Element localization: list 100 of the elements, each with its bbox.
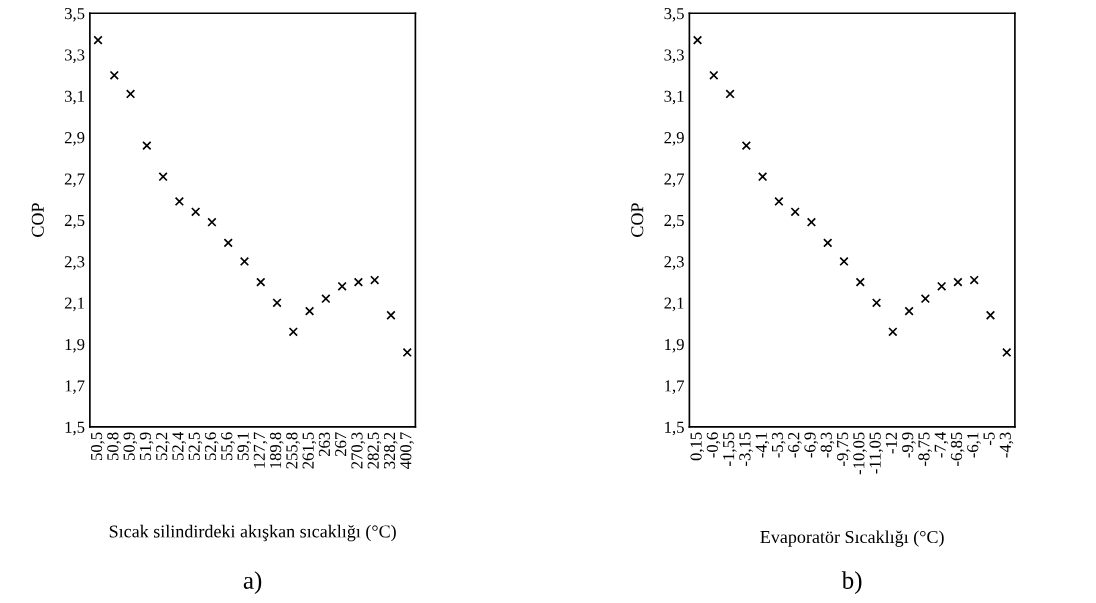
point <box>272 298 282 308</box>
x-tick-label: -6,2 <box>788 432 802 458</box>
y-tick-label: 1,9 <box>665 338 684 353</box>
x-tick-label: 189,8 <box>269 432 284 468</box>
x-axis-title: Evaporatör Sıcaklığı (°C) <box>760 530 944 547</box>
x-tick-label: -6,1 <box>967 432 981 458</box>
point <box>109 70 119 80</box>
point <box>839 256 849 267</box>
x-tick-label: 127,7 <box>253 432 268 468</box>
x-tick-label: -3,15 <box>739 432 753 466</box>
x-tick-label: 255,8 <box>286 432 300 469</box>
x-tick-label: 328,2 <box>383 432 398 469</box>
y-tick-label: 1,5 <box>65 421 85 436</box>
point <box>871 298 882 308</box>
y-tick-label: 2,9 <box>664 132 684 146</box>
x-tick-label: 52,2 <box>156 432 170 460</box>
x-tick-label: -4,3 <box>999 432 1014 458</box>
point <box>337 281 347 291</box>
point <box>855 277 865 287</box>
x-tick-label: 282,5 <box>367 432 382 469</box>
x-tick-label: -4,1 <box>755 432 770 458</box>
x-tick-label: 52,4 <box>172 432 186 460</box>
point <box>774 196 784 207</box>
x-tick-label: 52,5 <box>188 432 203 460</box>
text: b) <box>841 571 862 594</box>
point <box>353 277 364 287</box>
point <box>709 70 719 80</box>
x-tick-label: -8,3 <box>820 432 835 458</box>
point <box>207 217 217 227</box>
point <box>904 306 914 316</box>
point <box>93 35 103 45</box>
x-tick-label: 261,5 <box>302 432 317 469</box>
x-tick-label: -9,75 <box>836 432 851 466</box>
point <box>174 196 185 207</box>
y-tick-label: 2,1 <box>64 297 85 312</box>
x-tick-label: -1,55 <box>723 432 737 466</box>
point <box>806 217 817 227</box>
point <box>125 89 136 99</box>
y-tick-label: 2,3 <box>664 256 684 270</box>
point <box>757 172 768 182</box>
y-tick-label: 3,3 <box>664 49 684 63</box>
x-tick-label: -0,6 <box>706 432 721 458</box>
y-tick-label: 2,9 <box>64 132 85 146</box>
y-tick-label: 3,3 <box>64 49 85 63</box>
x-tick-label: -11,05 <box>869 432 884 474</box>
point <box>969 275 979 285</box>
x-tick-label: -12 <box>885 432 897 454</box>
y-tick-label: 1,7 <box>65 380 85 394</box>
x-tick-label: -6,85 <box>950 432 965 466</box>
x-axis-title: Sıcak silindirdeki akışkan sıcaklığı (°C) <box>109 524 396 542</box>
point <box>223 238 233 248</box>
point <box>158 172 168 182</box>
y-tick-label: 1,7 <box>665 380 685 394</box>
point <box>142 140 152 151</box>
x-tick-label: -5 <box>983 432 995 446</box>
y-tick-label: 1,5 <box>665 421 684 436</box>
y-tick-label: 3,5 <box>64 8 85 22</box>
x-tick-label: -9,9 <box>902 432 916 458</box>
x-tick-label: -7,4 <box>934 432 949 458</box>
point <box>790 207 800 217</box>
point <box>888 327 898 337</box>
x-tick-label: 263 <box>318 432 331 457</box>
x-tick-label: -5,3 <box>771 432 786 458</box>
y-tick-label: 1,9 <box>65 338 85 353</box>
x-tick-label: 0,15 <box>690 432 705 461</box>
y-tick-label: 2,5 <box>64 214 85 229</box>
point <box>288 327 298 337</box>
x-tick-label: 55,6 <box>221 432 235 460</box>
y-tick-label: 2,3 <box>64 256 85 270</box>
point <box>985 310 996 320</box>
y-tick-label: 2,1 <box>664 297 684 312</box>
point <box>239 256 250 267</box>
x-tick-label: 51,9 <box>139 432 154 460</box>
point <box>191 207 201 217</box>
point <box>402 347 412 358</box>
point <box>692 35 703 45</box>
y-tick-label: 2,7 <box>664 173 685 188</box>
point <box>725 89 735 99</box>
point <box>256 277 266 287</box>
point <box>953 277 963 287</box>
x-tick-label: -8,75 <box>918 432 932 466</box>
y-axis-title: COP <box>31 203 44 237</box>
point <box>741 140 751 151</box>
point <box>823 238 833 248</box>
y-tick-label: 3,1 <box>64 90 85 105</box>
x-tick-label: 50,5 <box>90 432 105 460</box>
x-tick-label: 52,6 <box>204 432 219 460</box>
x-tick-label: 267 <box>335 432 347 457</box>
x-tick-label: 59,1 <box>237 432 252 460</box>
y-tick-label: 2,7 <box>64 173 85 188</box>
text: a) <box>243 571 262 594</box>
x-tick-label: -10,05 <box>853 432 867 475</box>
x-tick-label: -6,9 <box>804 432 819 458</box>
y-tick-label: 2,5 <box>664 214 684 229</box>
x-tick-label: 400,7 <box>400 432 414 469</box>
point <box>1002 347 1012 358</box>
point <box>370 275 380 285</box>
y-axis-title: COP <box>631 203 644 237</box>
x-tick-label: 50,9 <box>123 432 138 460</box>
y-tick-label: 3,1 <box>664 90 684 105</box>
